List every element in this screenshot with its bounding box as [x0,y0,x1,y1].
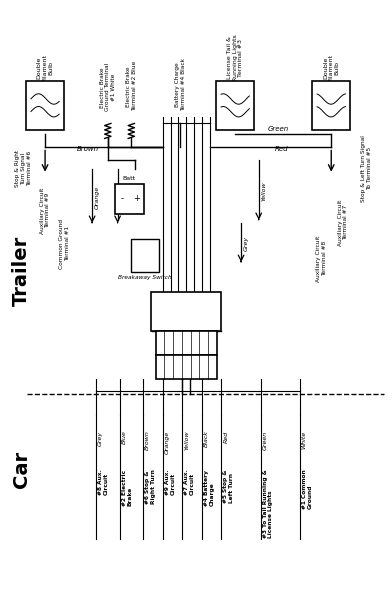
Text: Trailer: Trailer [12,236,31,306]
Text: Yellow: Yellow [261,181,267,201]
Bar [156,331,216,355]
Text: Auxiliary Circuit
Terminal #7: Auxiliary Circuit Terminal #7 [338,199,348,246]
Text: Car: Car [12,451,31,488]
Text: Grey: Grey [98,430,103,445]
Text: Auxiliary Circuit
Terminal #8: Auxiliary Circuit Terminal #8 [316,235,327,282]
Text: Common Ground
Terminal #1: Common Ground Terminal #1 [59,219,70,269]
Text: White: White [302,430,307,448]
Text: #3 To Tail Running &
License Lights: #3 To Tail Running & License Lights [263,470,274,538]
Text: License Tail &
Running Lights
Terminal #3: License Tail & Running Lights Terminal #… [227,34,243,81]
Bar [156,355,216,379]
Text: #6 Stop &
Right Turn: #6 Stop & Right Turn [145,470,156,504]
Text: Battery Charge
Terminal #4 Black: Battery Charge Terminal #4 Black [175,58,186,111]
Text: Brown: Brown [76,146,98,152]
Text: Orange: Orange [165,430,170,454]
Text: Yellow: Yellow [184,430,189,450]
Text: Grey: Grey [244,236,249,252]
Bar [312,81,350,130]
Text: Breakaway Switch: Breakaway Switch [118,276,172,281]
Text: Stop & Left Turn Signal
To Terminal #5: Stop & Left Turn Signal To Terminal #5 [361,135,372,202]
Text: Blue: Blue [122,430,127,444]
Text: Auxiliary Circuit
Terminal #9: Auxiliary Circuit Terminal #9 [40,187,51,234]
Text: #2 Electric
Brake: #2 Electric Brake [122,470,132,506]
Text: Red: Red [223,430,229,442]
Text: #5 Stop &
Left Turn: #5 Stop & Left Turn [223,470,234,503]
Text: Black: Black [204,430,209,447]
Bar [131,239,159,272]
Text: Green: Green [268,126,289,132]
Text: Green: Green [263,430,268,450]
Text: #9 Aux.
Circuit: #9 Aux. Circuit [165,470,176,495]
Text: Double
Filament
Bulb: Double Filament Bulb [37,54,53,81]
Text: Batt: Batt [123,176,136,181]
Text: Electric Brake
Terminal #2 Blue: Electric Brake Terminal #2 Blue [126,61,137,111]
Bar [26,81,64,130]
Text: Electric Brake
Ground Terminal
#1 White: Electric Brake Ground Terminal #1 White [100,63,116,111]
Bar [114,184,144,214]
Bar [216,81,254,130]
Text: Stop & Right
Turn Signal
Terminal #6: Stop & Right Turn Signal Terminal #6 [15,150,32,187]
Text: Red: Red [274,146,288,152]
Text: Brown: Brown [145,430,150,450]
Text: #1 Common
Ground: #1 Common Ground [302,470,313,509]
Bar [151,292,221,331]
Text: #4 Battery
Charge: #4 Battery Charge [204,470,215,506]
Text: +: + [133,194,140,203]
Text: -: - [120,194,123,203]
Text: #7 Aux.
Circuit: #7 Aux. Circuit [184,470,195,495]
Text: Orange: Orange [95,185,100,209]
Text: #8 Aux.
Circuit: #8 Aux. Circuit [98,470,109,495]
Text: Double
Filament
Bulb: Double Filament Bulb [323,54,339,81]
Text: White: White [120,188,125,206]
